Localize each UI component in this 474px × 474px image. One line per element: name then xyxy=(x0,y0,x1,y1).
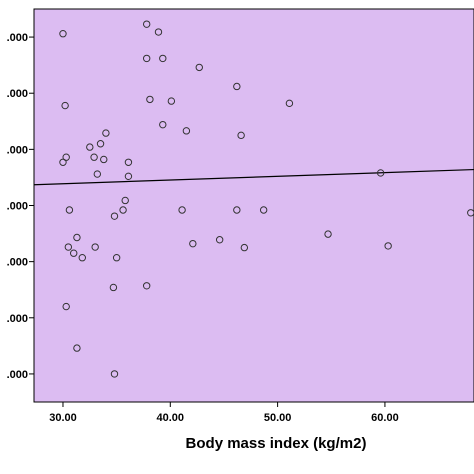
data-point xyxy=(109,283,118,292)
data-point xyxy=(376,169,385,177)
data-point xyxy=(233,82,241,91)
data-point xyxy=(112,254,121,262)
data-point xyxy=(93,170,102,178)
x-tick-label: 50.00 xyxy=(264,412,292,424)
data-point xyxy=(142,20,151,28)
data-point xyxy=(237,131,245,140)
data-point xyxy=(86,143,94,151)
data-point xyxy=(62,302,70,311)
data-point xyxy=(142,54,151,63)
data-point xyxy=(195,63,203,72)
data-point xyxy=(167,97,176,105)
data-point xyxy=(324,230,332,238)
x-tick-label: 60.00 xyxy=(371,412,399,424)
data-point xyxy=(215,236,224,244)
data-point xyxy=(73,233,81,242)
data-point xyxy=(159,120,167,129)
data-point xyxy=(384,242,392,250)
data-point xyxy=(62,153,70,161)
data-point xyxy=(90,153,98,161)
data-point xyxy=(61,101,69,110)
data-point xyxy=(259,206,268,214)
data-point xyxy=(189,239,197,248)
fit-line xyxy=(33,168,474,186)
data-points xyxy=(59,20,474,378)
data-point xyxy=(110,370,119,378)
data-point xyxy=(240,243,249,252)
y-tick-label: .000 xyxy=(7,144,28,156)
y-tick-label: .000 xyxy=(7,369,28,381)
x-tick-label: 40.00 xyxy=(157,412,185,424)
data-point xyxy=(102,129,110,137)
data-point xyxy=(59,158,67,166)
data-point xyxy=(124,172,133,181)
data-point xyxy=(142,282,151,290)
data-point xyxy=(178,206,186,214)
data-point xyxy=(70,249,78,257)
data-point xyxy=(182,127,191,135)
data-point xyxy=(121,196,129,205)
x-tick-label: 30.00 xyxy=(49,412,77,424)
data-point xyxy=(154,28,163,36)
data-point xyxy=(146,95,154,104)
data-point xyxy=(159,54,167,63)
data-point xyxy=(100,155,108,164)
data-point xyxy=(124,158,133,166)
data-point xyxy=(110,212,119,220)
y-tick-label: .000 xyxy=(7,201,28,213)
y-tick-label: .000 xyxy=(7,313,28,325)
data-point xyxy=(64,243,73,251)
data-point xyxy=(91,243,99,251)
y-tick-label: .000 xyxy=(7,88,28,100)
y-tick-label: .000 xyxy=(7,32,28,44)
data-point xyxy=(65,206,74,214)
y-axis: .000 .000 .000 .000 .000 .000 .000 xyxy=(7,32,34,381)
x-axis: 30.00 40.00 50.00 60.00 xyxy=(49,402,399,424)
x-axis-label: Body mass index (kg/m2) xyxy=(186,435,367,452)
data-point xyxy=(119,206,127,214)
data-point xyxy=(59,30,67,38)
data-point xyxy=(285,99,294,108)
data-point xyxy=(233,206,241,214)
y-tick-label: .000 xyxy=(7,257,28,269)
data-point xyxy=(96,140,105,148)
data-point xyxy=(73,344,81,352)
data-point xyxy=(78,254,86,262)
plot-area xyxy=(33,8,474,403)
